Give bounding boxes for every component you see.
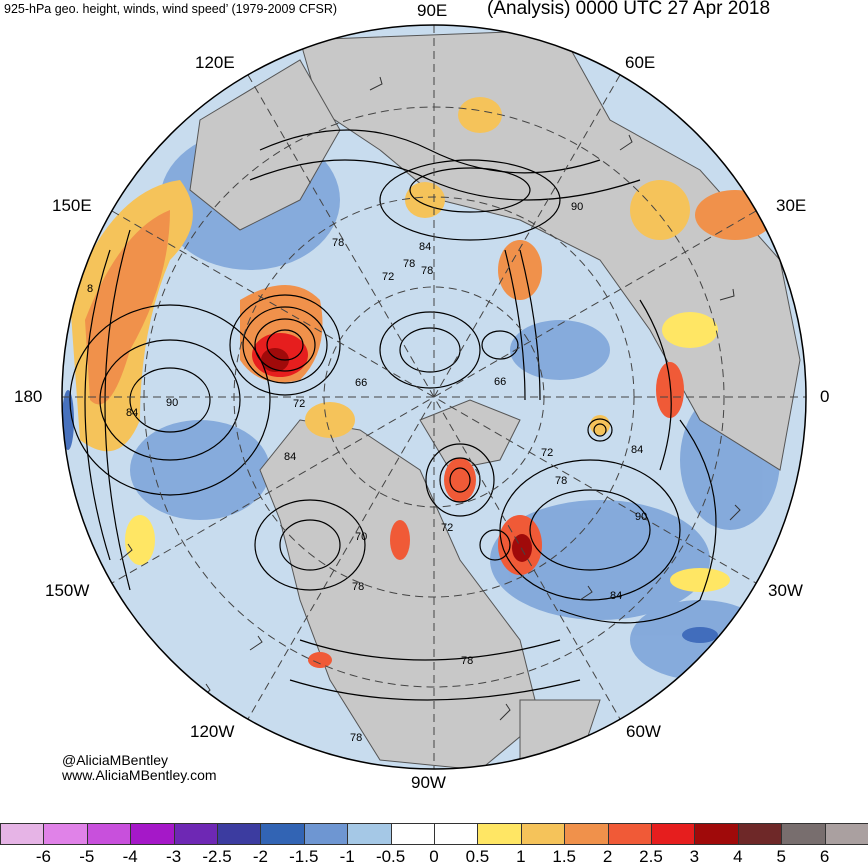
- colorbar-swatch: [0, 823, 45, 845]
- contour-label: 84: [631, 444, 643, 456]
- lon-label-120w: 120W: [190, 722, 234, 741]
- colorbar-swatch: [477, 823, 522, 845]
- lon-label-30e: 30E: [776, 196, 806, 215]
- polar-map: 78 84 78 72 78 66 66 72 72 78 84 90 84 8…: [14, 1, 829, 792]
- colorbar-tick-label: 2.5: [639, 847, 663, 866]
- contour-label: 84: [610, 590, 622, 602]
- contour-label: 72: [541, 447, 553, 459]
- colorbar-tick-label: -1: [339, 847, 355, 866]
- colorbar-tick-label: -4: [122, 847, 138, 866]
- colorbar-swatch: [217, 823, 262, 845]
- credit-handle: @AliciaMBentley: [62, 752, 169, 768]
- lon-label-120e: 120E: [195, 53, 235, 72]
- lon-label-150e: 150E: [52, 196, 92, 215]
- contour-labels: 78 84 78 72 78 66 66 72 72 78 84 90 84 8…: [87, 201, 647, 744]
- lon-label-0: 0: [820, 387, 829, 406]
- contour-label: 78: [350, 732, 362, 744]
- colorbar-swatch: [130, 823, 175, 845]
- lon-label-180: 180: [14, 387, 42, 406]
- lon-label-90w: 90W: [411, 773, 446, 792]
- colorbar-tick-label: -0.5: [375, 847, 406, 866]
- colorbar-tick-label: 0.5: [465, 847, 490, 866]
- lon-label-60e: 60E: [625, 53, 655, 72]
- contour-label: 78: [332, 237, 344, 249]
- colorbar-swatch: [520, 823, 566, 845]
- colorbar-swatch: [564, 823, 609, 845]
- contour-label: 90: [166, 397, 178, 409]
- map-title: 925-hPa geo. height, winds, wind speed’ …: [4, 2, 338, 16]
- contour-label: 84: [419, 241, 431, 253]
- contour-label: 90: [571, 201, 583, 213]
- credit-website: www.AliciaMBentley.com: [62, 767, 217, 783]
- contour-label: 84: [284, 451, 296, 463]
- colorbar-tick-label: 3: [689, 847, 700, 866]
- colorbar-tick-label: 5: [776, 847, 786, 866]
- colorbar-tick-label: 1.5: [552, 847, 577, 866]
- lon-label-90e: 90E: [417, 1, 447, 20]
- contour-label: 78: [421, 265, 433, 277]
- contour-label: 78: [461, 655, 473, 667]
- colorbar-tick-label: 4: [733, 847, 743, 866]
- colorbar-tick-label: 2: [602, 847, 613, 866]
- contour-label: 78: [352, 581, 364, 593]
- contour-label: 78: [555, 475, 567, 487]
- contour-label: 66: [355, 377, 367, 389]
- colorbar-tick-label: 6: [819, 847, 830, 866]
- valid-time-title: (Analysis) 0000 UTC 27 Apr 2018: [487, 0, 771, 19]
- height-contours: [69, 129, 717, 701]
- contour-label: 90: [635, 511, 647, 523]
- colorbar-tick-label: -6: [35, 847, 51, 866]
- colorbar-swatch: [260, 823, 305, 845]
- colorbar-swatch: [434, 823, 479, 845]
- colorbar-tick-label: 0: [429, 847, 439, 866]
- contour-label: 78: [403, 258, 415, 270]
- lon-label-60w: 60W: [626, 722, 661, 741]
- colorbar-swatch: [651, 823, 696, 845]
- colorbar-tick-label: -2: [252, 847, 268, 866]
- contour-label: 84: [126, 407, 138, 419]
- graticule: [62, 25, 806, 769]
- colorbar: -6 -5 -4 -3 -2.5 -2 -1.5 -1 -0.5 0 0.5 1 1.5 2 2.5 3 4 5 6: [0, 823, 868, 866]
- lon-label-30w: 30W: [768, 581, 803, 600]
- colorbar-swatch: [347, 823, 392, 845]
- lon-label-150w: 150W: [45, 581, 89, 600]
- contour-label: 72: [441, 522, 453, 534]
- colorbar-tick-label: -5: [79, 847, 95, 866]
- contour-label: 70: [355, 531, 367, 543]
- colorbar-swatch: [781, 823, 826, 845]
- contour-label: 66: [494, 376, 506, 388]
- contour-label: 72: [293, 398, 305, 410]
- colorbar-tick-label: -1.5: [289, 847, 319, 866]
- colorbar-swatch: [173, 823, 218, 845]
- colorbar-tick-label: -2.5: [202, 847, 232, 866]
- colorbar-tick-label: -3: [166, 847, 182, 866]
- positive-anomaly-shading: [70, 97, 775, 668]
- map-boundary: [61, 24, 807, 770]
- colorbar-swatch: [737, 823, 783, 845]
- colorbar-swatch: [390, 823, 435, 845]
- longitude-labels: 90E 60E 30E 0 30W 60W 90W 120W 150W 180 …: [14, 1, 829, 792]
- colorbar-swatch: [607, 823, 652, 845]
- colorbar-swatch: [86, 823, 132, 845]
- colorbar-tick-label: 1: [516, 847, 526, 866]
- contour-label: 72: [382, 271, 394, 283]
- contour-label: 8: [87, 283, 93, 295]
- colorbar-swatch: [694, 823, 739, 845]
- colorbar-swatch: [824, 823, 868, 845]
- colorbar-swatch: [303, 823, 349, 845]
- colorbar-swatch: [43, 823, 88, 845]
